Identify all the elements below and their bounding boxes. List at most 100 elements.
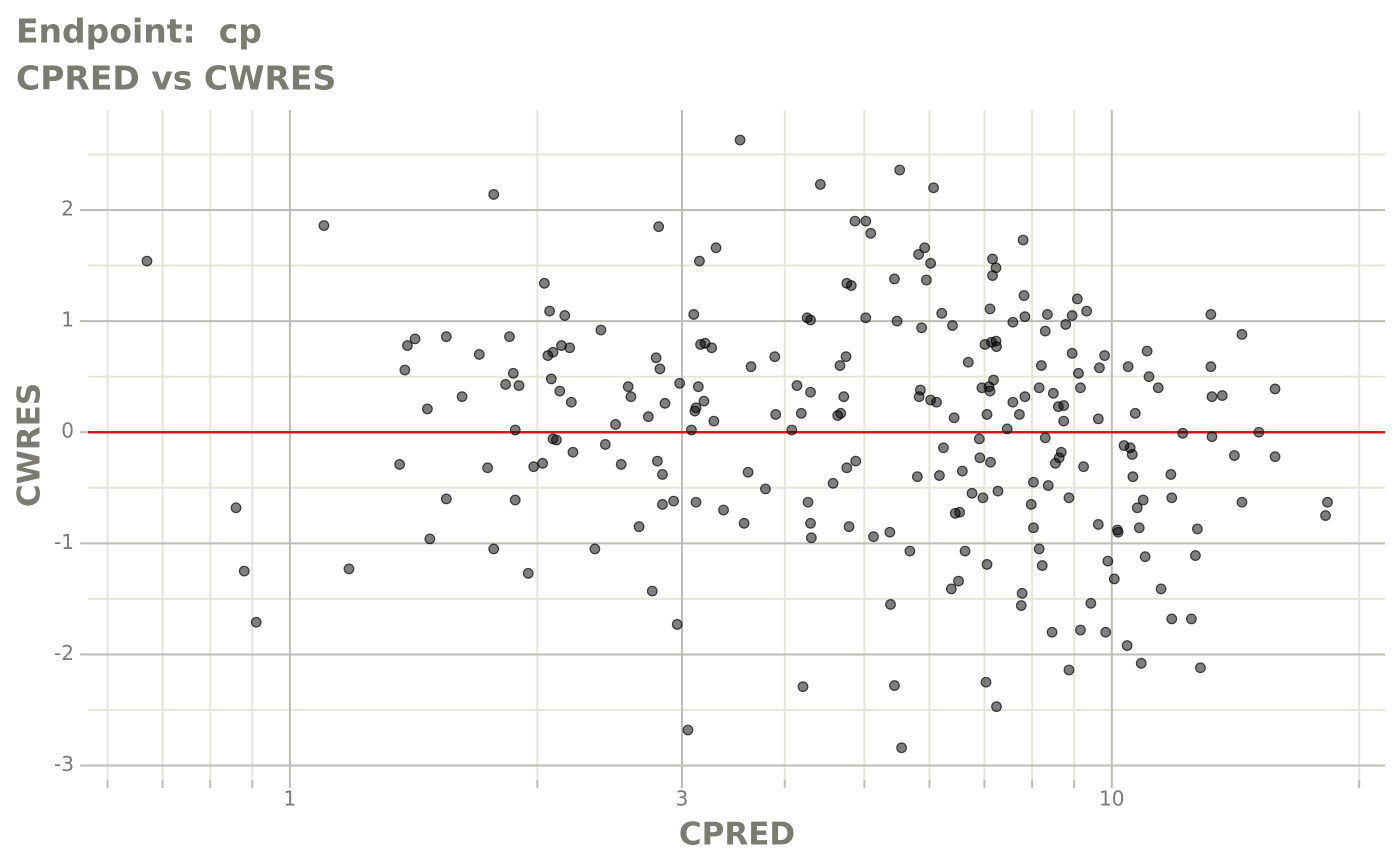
y-tick-label: 0 [61,419,74,443]
point [770,409,782,420]
point [791,380,803,391]
point [1055,446,1067,458]
point [646,585,658,597]
x-axis-title: CPRED [679,817,795,853]
point [838,391,850,403]
point [1046,626,1058,638]
point [985,456,996,468]
point [238,565,250,577]
point [544,305,555,317]
point [706,342,718,354]
point [760,483,771,495]
point [1137,494,1149,506]
point [1206,391,1218,403]
point [1007,396,1019,408]
point [440,331,452,343]
point [966,487,978,499]
point [988,374,999,386]
point [1206,431,1218,443]
point [554,385,566,397]
point [1099,350,1110,361]
point [1189,550,1201,561]
point [633,521,645,533]
point [1078,461,1089,473]
point [622,381,634,393]
point [409,333,421,345]
point [1236,496,1248,508]
point [1039,432,1051,444]
point [1019,391,1031,403]
point [1236,329,1248,340]
point [710,242,722,254]
point [528,461,540,473]
point [956,465,968,477]
point [488,189,500,200]
point [860,312,872,324]
point [1016,587,1028,599]
point [440,493,452,505]
point [1035,360,1047,371]
point [625,391,637,403]
point [805,314,816,326]
point [1322,496,1333,508]
point [522,567,534,579]
point [1133,522,1145,534]
point [1015,600,1027,611]
point [1229,450,1240,461]
point [537,457,549,469]
point [547,346,559,358]
point [1019,311,1031,323]
y-tick-label: -2 [54,641,74,665]
point [1205,361,1217,373]
point [925,257,937,269]
point [834,360,846,371]
point [805,517,816,529]
point [1177,427,1189,439]
point [938,442,949,454]
point [1131,502,1143,514]
point [250,616,262,628]
point [981,559,993,570]
point [1269,451,1281,463]
y-tick-label: -3 [54,752,74,776]
point [538,277,550,289]
point [954,506,966,518]
point [1066,310,1078,321]
point [615,459,627,470]
point [921,274,932,286]
y-axis-title: CWRES [12,383,48,507]
point [1269,383,1281,395]
point [1058,415,1070,427]
point [1126,449,1138,460]
point [657,499,668,510]
point [688,309,700,320]
point [1141,345,1153,357]
point [599,439,611,450]
point [865,227,877,239]
chart-title: Endpoint: cp [16,12,262,51]
point [1028,522,1039,534]
point [653,221,665,233]
point [708,415,720,427]
point [947,320,958,331]
point [595,324,607,336]
point [698,395,710,407]
point [551,434,562,446]
point [911,471,923,483]
point [884,526,896,538]
point [559,310,571,321]
point [1047,387,1059,399]
point [1060,319,1072,330]
point [973,433,985,445]
point [424,533,436,545]
point [1186,613,1197,625]
point [948,412,960,424]
point [718,504,729,516]
point [889,680,900,691]
point [1143,371,1155,383]
point [840,351,852,363]
point [981,409,993,420]
point [642,411,654,423]
point [589,543,601,555]
point [488,543,500,555]
